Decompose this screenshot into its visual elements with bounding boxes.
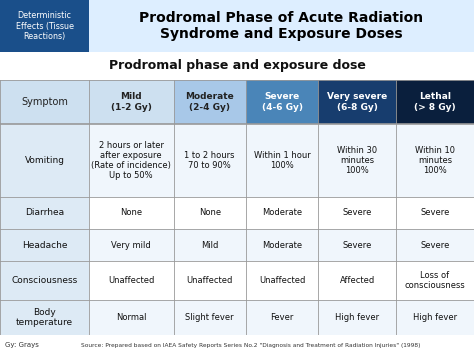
- Text: Slight fever: Slight fever: [185, 313, 234, 322]
- Text: Fever: Fever: [270, 313, 294, 322]
- Text: Severe: Severe: [420, 208, 450, 217]
- Text: Moderate
(2-4 Gy): Moderate (2-4 Gy): [185, 92, 234, 111]
- Text: Moderate: Moderate: [262, 241, 302, 250]
- Text: Very severe
(6-8 Gy): Very severe (6-8 Gy): [327, 92, 387, 111]
- Text: Severe: Severe: [420, 241, 450, 250]
- Text: 2 hours or later
after exposure
(Rate of incidence)
Up to 50%: 2 hours or later after exposure (Rate of…: [91, 141, 171, 180]
- Text: Gy: Grays: Gy: Grays: [5, 342, 38, 348]
- Text: High fever: High fever: [335, 313, 379, 322]
- Text: Loss of
consciousness: Loss of consciousness: [405, 271, 465, 290]
- Text: Very mild: Very mild: [111, 241, 151, 250]
- Text: Lethal
(> 8 Gy): Lethal (> 8 Gy): [414, 92, 456, 111]
- Text: Within 10
minutes
100%: Within 10 minutes 100%: [415, 146, 455, 175]
- Text: Unaffected: Unaffected: [187, 276, 233, 285]
- Text: Consciousness: Consciousness: [11, 276, 78, 285]
- Text: Normal: Normal: [116, 313, 146, 322]
- Text: Symptom: Symptom: [21, 97, 68, 107]
- Text: None: None: [199, 208, 221, 217]
- Text: Deterministic
Effects (Tissue
Reactions): Deterministic Effects (Tissue Reactions): [16, 11, 73, 40]
- Text: Vomiting: Vomiting: [25, 156, 64, 165]
- Text: Prodromal phase and exposure dose: Prodromal phase and exposure dose: [109, 60, 365, 72]
- Text: Within 1 hour
100%: Within 1 hour 100%: [254, 151, 310, 170]
- Text: Affected: Affected: [339, 276, 375, 285]
- Text: Diarrhea: Diarrhea: [25, 208, 64, 217]
- Text: High fever: High fever: [413, 313, 457, 322]
- Text: Mild
(1-2 Gy): Mild (1-2 Gy): [111, 92, 152, 111]
- Text: Body
temperature: Body temperature: [16, 308, 73, 327]
- Text: Within 30
minutes
100%: Within 30 minutes 100%: [337, 146, 377, 175]
- Text: Moderate: Moderate: [262, 208, 302, 217]
- Text: Prodromal Phase of Acute Radiation
Syndrome and Exposure Doses: Prodromal Phase of Acute Radiation Syndr…: [139, 11, 424, 41]
- Text: 1 to 2 hours
70 to 90%: 1 to 2 hours 70 to 90%: [184, 151, 235, 170]
- Text: Severe
(4-6 Gy): Severe (4-6 Gy): [262, 92, 302, 111]
- Text: Unaffected: Unaffected: [259, 276, 305, 285]
- Text: Unaffected: Unaffected: [108, 276, 155, 285]
- Text: Source: Prepared based on IAEA Safety Reports Series No.2 "Diagnosis and Treatme: Source: Prepared based on IAEA Safety Re…: [81, 343, 420, 348]
- Text: None: None: [120, 208, 142, 217]
- Text: Mild: Mild: [201, 241, 219, 250]
- Text: Severe: Severe: [343, 208, 372, 217]
- Text: Severe: Severe: [343, 241, 372, 250]
- Text: Headache: Headache: [22, 241, 67, 250]
